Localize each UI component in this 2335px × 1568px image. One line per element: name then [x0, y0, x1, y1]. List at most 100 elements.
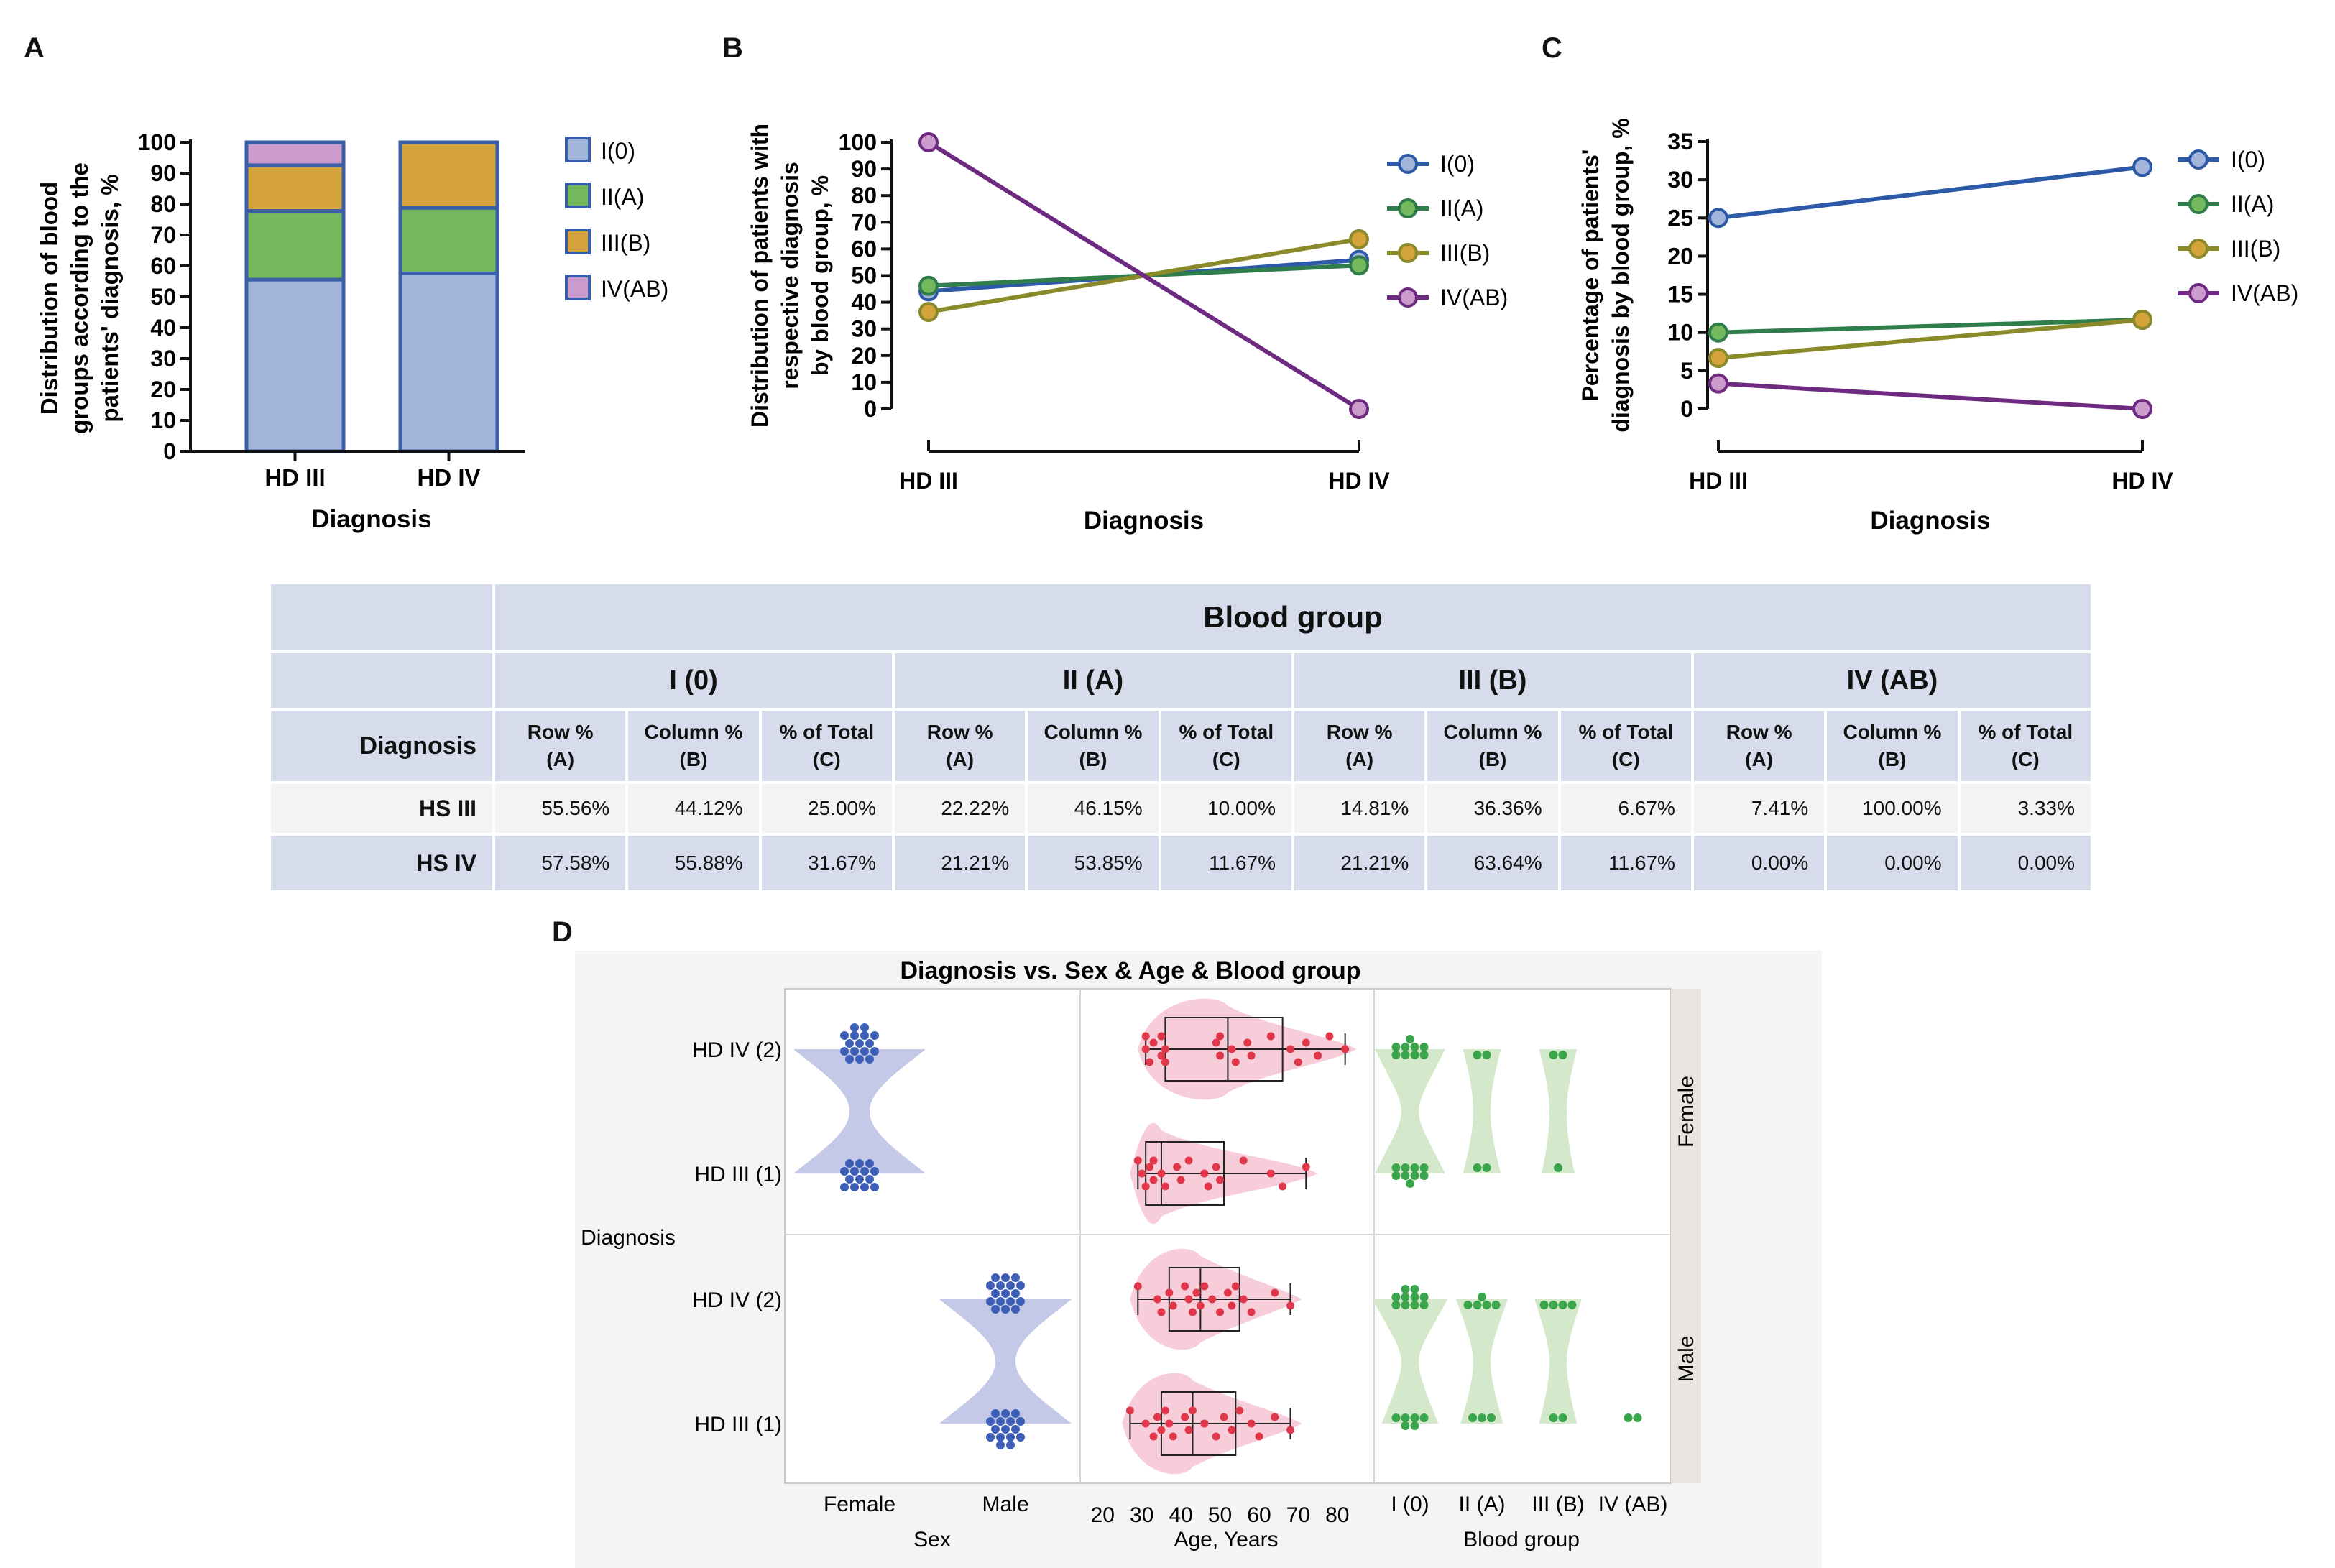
blood-dot [1406, 1035, 1414, 1043]
sex-dot [855, 1039, 864, 1048]
sex-dot [986, 1281, 995, 1290]
blood-dot [1391, 1413, 1401, 1422]
x-axis-label: Diagnosis [1084, 507, 1204, 535]
blood-dot [1410, 1171, 1419, 1180]
sex-dot [991, 1289, 1000, 1298]
sex-dot [996, 1417, 1005, 1426]
blood-violin [1539, 1049, 1578, 1173]
blood-dot [1391, 1051, 1401, 1059]
table-subheader: % of Total (C) [1158, 708, 1294, 784]
bar-segment [398, 271, 499, 453]
blood-dot [1401, 1171, 1410, 1180]
sex-dot [1011, 1409, 1020, 1418]
x-tick-label: HD IV [417, 464, 480, 491]
age-dot [1243, 1038, 1252, 1047]
legend-marker [2188, 239, 2209, 259]
blood-dot [1391, 1301, 1401, 1309]
table-row-label: HS IV [268, 833, 495, 893]
table-cell: 46.15% [1025, 781, 1161, 836]
bar-segment [244, 163, 346, 213]
blood-dot [1558, 1301, 1567, 1309]
sex-dot [865, 1039, 874, 1048]
chart-c-line: 0 5 10 15 20 25 30 35 HD III HD IV Diagnosis Percen… [1578, 118, 2298, 535]
legend-marker [2188, 283, 2209, 303]
sex-dot [996, 1433, 1005, 1442]
table-subheader-label: % of Total [1179, 721, 1274, 743]
age-dot [1286, 1426, 1294, 1434]
age-dot [1271, 1288, 1279, 1297]
table-subheader-label: Column % [644, 721, 743, 743]
table-subheader-code: (A) [1345, 748, 1374, 770]
age-box [1160, 1391, 1237, 1456]
age-dot [1153, 1413, 1161, 1421]
age-dot [1173, 1163, 1182, 1171]
blood-dot [1478, 1293, 1486, 1301]
blood-dot [1419, 1171, 1429, 1180]
age-dot [1161, 1406, 1169, 1415]
sex-dot [865, 1159, 874, 1168]
blood-dot [1401, 1413, 1410, 1422]
blood-violin [1456, 1299, 1508, 1424]
y-tick-label: 30 [851, 316, 877, 342]
blood-dot [1624, 1413, 1633, 1422]
sex-dot [1016, 1417, 1025, 1426]
age-dot [1228, 1301, 1236, 1310]
sex-dot [1011, 1305, 1020, 1314]
age-dot [1286, 1045, 1294, 1053]
series-line [1718, 317, 2143, 361]
x-tick-label: I (0) [1391, 1493, 1429, 1516]
sex-dot [860, 1047, 869, 1056]
age-dot [1157, 1051, 1166, 1060]
y-tick-label: 10 [851, 369, 877, 395]
table-cell: 55.56% [492, 781, 629, 836]
row-label: HD IV (2) [692, 1288, 782, 1312]
age-dot [1266, 1032, 1275, 1041]
bar-segment [398, 206, 499, 275]
table-group-header: III (B) [1291, 650, 1694, 711]
legend-label: I(0) [2231, 147, 2265, 172]
blood-dot [1391, 1293, 1401, 1301]
table-subheader-code: (B) [679, 748, 708, 770]
table-cell: 25.00% [758, 781, 895, 836]
table-subheader-label: Row % [1726, 721, 1792, 743]
age-dot [1216, 1032, 1225, 1041]
legend-marker [1398, 154, 1418, 174]
blood-dot [1419, 1043, 1429, 1051]
blood-dot [1401, 1293, 1410, 1301]
sex-dot [1001, 1425, 1010, 1434]
age-dot [1212, 1432, 1220, 1441]
x-tick-label: II (A) [1459, 1493, 1506, 1516]
blood-dot [1419, 1413, 1429, 1422]
blood-dot [1410, 1043, 1419, 1051]
legend-label: II(A) [2231, 191, 2274, 217]
table-subheader-code: (A) [1745, 748, 1774, 770]
y-tick-label: 20 [150, 377, 176, 402]
legend-swatch [565, 183, 591, 208]
age-dot [1157, 1169, 1166, 1178]
y-axis-label: Distribution of blood groups according to… [36, 162, 123, 434]
y-axis-label: Diagnosis [581, 1226, 676, 1250]
age-dot [1149, 1176, 1158, 1184]
blood-dot [1463, 1301, 1473, 1309]
sex-dot [865, 1055, 874, 1064]
table-subheader-label: Row % [1326, 721, 1393, 743]
series-line [927, 140, 1360, 411]
age-dot [1138, 1169, 1146, 1178]
blood-dot [1410, 1285, 1419, 1293]
age-dot [1235, 1406, 1244, 1415]
sex-dot [850, 1183, 859, 1191]
sex-dot [850, 1047, 859, 1056]
data-point [1349, 399, 1369, 419]
sex-dot [855, 1159, 864, 1168]
age-dot [1125, 1406, 1134, 1415]
age-dot [1181, 1413, 1189, 1421]
table-subheader-label: Row % [527, 721, 594, 743]
x-tick-label: Female [824, 1493, 895, 1516]
age-dot [1302, 1163, 1310, 1171]
y-axis-label-line: by blood group, % [807, 175, 833, 376]
age-dot [1149, 1156, 1158, 1165]
data-point [918, 302, 939, 323]
age-dot [1181, 1282, 1189, 1291]
age-dot [1216, 1051, 1225, 1060]
table-cell: 21.21% [891, 833, 1028, 893]
